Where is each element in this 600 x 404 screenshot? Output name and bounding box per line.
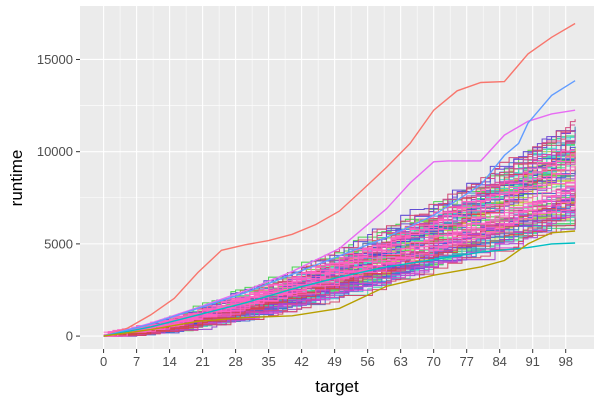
- x-tick-label: 0: [100, 354, 107, 369]
- y-axis-ticks: 0 5000 10000 15000: [37, 52, 80, 344]
- x-tick-label: 7: [133, 354, 140, 369]
- x-tick-label: 14: [162, 354, 176, 369]
- x-tick-label: 35: [261, 354, 275, 369]
- highlighted-series-line: [103, 109, 576, 337]
- highlighted-series-line: [103, 230, 576, 337]
- x-tick-label: 42: [294, 354, 308, 369]
- highlighted-series-lines: [103, 22, 576, 337]
- x-tick-label: 56: [360, 354, 374, 369]
- x-tick-label: 77: [459, 354, 473, 369]
- y-tick-label: 0: [66, 329, 73, 344]
- y-tick-label: 10000: [37, 144, 73, 159]
- series-line: [103, 166, 576, 337]
- series-lines: [103, 119, 576, 337]
- x-tick-label: 91: [525, 354, 539, 369]
- x-tick-label: 84: [492, 354, 506, 369]
- x-tick-label: 98: [558, 354, 572, 369]
- x-axis-ticks: 0 7 14 21 28 35 42 49 56 63 70 77 84 91 98: [100, 349, 573, 369]
- series-line: [103, 152, 576, 337]
- x-tick-label: 49: [327, 354, 341, 369]
- x-tick-label: 70: [426, 354, 440, 369]
- x-tick-label: 28: [228, 354, 242, 369]
- highlighted-series-line: [103, 22, 576, 337]
- y-tick-label: 5000: [44, 236, 73, 251]
- highlighted-series-line: [103, 242, 576, 337]
- x-tick-label: 63: [393, 354, 407, 369]
- x-axis-title: target: [315, 377, 359, 396]
- x-tick-label: 21: [195, 354, 209, 369]
- series-line: [103, 195, 576, 337]
- y-tick-label: 15000: [37, 52, 73, 67]
- highlighted-series-line: [103, 80, 576, 337]
- y-axis-title: runtime: [7, 150, 26, 207]
